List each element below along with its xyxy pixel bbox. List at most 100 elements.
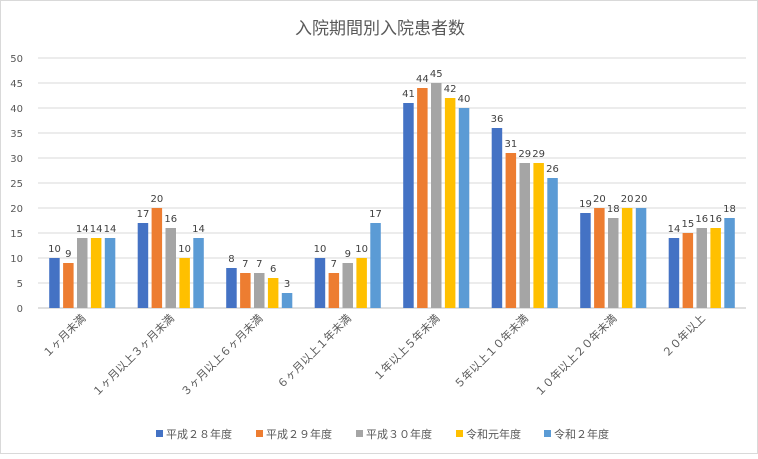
y-tick-label: 30	[10, 154, 23, 165]
bar	[151, 208, 163, 308]
x-tick-label: １ヶ月以上３ヶ月未満	[90, 312, 177, 399]
legend-swatch	[156, 430, 163, 437]
data-label: 10	[355, 244, 368, 255]
legend-item: 平成２９年度	[256, 427, 332, 441]
y-tick-label: 5	[17, 279, 23, 290]
bar	[491, 128, 503, 308]
bar	[90, 238, 102, 308]
legend-swatch	[544, 430, 551, 437]
data-label: 17	[369, 209, 382, 220]
legend-item: 令和２年度	[544, 427, 609, 441]
bar	[580, 213, 591, 308]
bar	[193, 238, 204, 308]
data-label: 10	[314, 244, 327, 255]
data-label: 18	[607, 204, 620, 215]
data-label: 7	[256, 259, 262, 270]
bar	[533, 163, 544, 308]
legend-label: 平成３０年度	[366, 427, 432, 441]
data-label: 29	[532, 149, 545, 160]
bar	[547, 178, 558, 308]
y-tick-label: 10	[10, 254, 23, 265]
bar	[444, 98, 456, 308]
data-label: 31	[504, 139, 517, 150]
x-tick-label: ３ヶ月以上６ヶ月未満	[178, 312, 265, 399]
bar	[254, 273, 265, 308]
bar	[165, 228, 176, 308]
bar	[240, 273, 251, 308]
legend-item: 平成２８年度	[156, 427, 232, 441]
data-label: 20	[635, 194, 648, 205]
data-label: 17	[137, 209, 150, 220]
data-label: 14	[104, 224, 117, 235]
data-label: 14	[668, 224, 681, 235]
x-tick-label: １０年以上２０年未満	[532, 311, 620, 399]
data-label: 7	[242, 259, 248, 270]
legend-label: 令和元年度	[466, 427, 521, 441]
data-label: 15	[681, 219, 694, 230]
y-tick-label: 35	[10, 129, 23, 140]
legend-swatch	[256, 430, 263, 437]
data-label: 3	[284, 279, 290, 290]
y-tick-label: 25	[10, 179, 23, 190]
data-label: 42	[444, 84, 457, 95]
data-label: 40	[458, 94, 471, 105]
x-tick-label: ２０年以上	[659, 311, 708, 360]
x-tick-label: ６ヶ月以上１年未満	[274, 311, 354, 391]
bar	[682, 233, 694, 308]
x-tick-label: １年以上５年未満	[370, 311, 442, 383]
bar	[621, 208, 633, 308]
y-tick-label: 15	[10, 229, 23, 240]
data-label: 16	[695, 214, 708, 225]
bar	[267, 278, 279, 308]
y-tick-label: 40	[10, 104, 23, 115]
data-label: 36	[491, 114, 504, 125]
data-label: 6	[270, 264, 276, 275]
data-label: 44	[416, 74, 429, 85]
data-label: 19	[579, 199, 592, 210]
x-tick-label: １ヶ月未満	[40, 312, 88, 360]
bar	[696, 228, 707, 308]
bar	[226, 268, 237, 308]
data-label: 14	[76, 224, 89, 235]
y-tick-label: 45	[10, 79, 23, 90]
bar	[104, 238, 116, 308]
bar	[370, 223, 381, 308]
data-label: 16	[709, 214, 722, 225]
data-label: 14	[192, 224, 205, 235]
data-label: 20	[593, 194, 606, 205]
data-label: 26	[546, 164, 559, 175]
bar	[417, 88, 428, 308]
data-label: 45	[430, 69, 443, 80]
data-label: 10	[178, 244, 191, 255]
legend-label: 令和２年度	[554, 427, 609, 441]
data-label: 10	[48, 244, 61, 255]
legend-swatch	[356, 430, 363, 437]
bar	[281, 293, 293, 308]
bar	[63, 263, 74, 308]
bar	[458, 108, 470, 308]
bar	[710, 228, 721, 308]
bar	[356, 258, 367, 308]
bar	[328, 273, 340, 308]
bar	[431, 83, 442, 308]
data-label: 9	[65, 249, 71, 260]
x-tick-label: ５年以上１０年未満	[451, 311, 531, 391]
data-label: 16	[164, 214, 177, 225]
bar	[724, 218, 735, 308]
y-tick-label: 50	[10, 54, 23, 65]
chart-title: 入院期間別入院患者数	[295, 19, 465, 39]
data-label: 20	[150, 194, 163, 205]
legend-swatch	[456, 430, 463, 437]
data-label: 14	[90, 224, 103, 235]
bar	[49, 258, 60, 308]
bar	[342, 263, 353, 308]
bar	[608, 218, 619, 308]
data-label: 8	[228, 254, 234, 265]
data-label: 18	[723, 204, 736, 215]
data-label: 41	[402, 89, 415, 100]
bar	[505, 153, 517, 308]
bar	[403, 103, 414, 308]
data-label: 20	[621, 194, 634, 205]
